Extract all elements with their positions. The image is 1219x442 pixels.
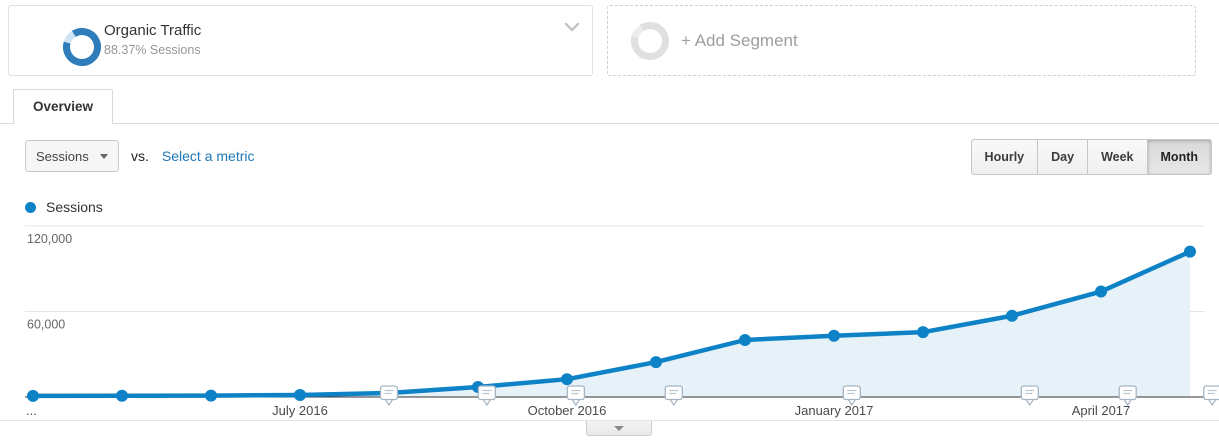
annotation-marker[interactable]	[1118, 385, 1137, 407]
x-axis-label: October 2016	[528, 403, 607, 418]
segment-subtitle: 88.37% Sessions	[104, 43, 201, 57]
annotation-marker-bubble	[1020, 385, 1039, 401]
annotation-marker[interactable]	[1020, 385, 1039, 407]
metric-toolbar: Sessions vs. Select a metric	[25, 140, 254, 172]
data-point[interactable]	[294, 389, 306, 402]
y-axis-label: 120,000	[27, 232, 72, 246]
segment-donut-icon	[63, 27, 101, 66]
sessions-line-chart: 120,000 60,000... July 2016 October 2016 Jan…	[0, 215, 1219, 437]
annotation-marker[interactable]	[477, 385, 497, 407]
annotation-marker[interactable]	[1203, 385, 1219, 407]
data-point[interactable]	[828, 329, 840, 342]
annotation-marker[interactable]	[566, 385, 586, 407]
annotation-marker-bubble	[664, 385, 683, 401]
chart-legend: Sessions	[25, 199, 103, 215]
add-segment-donut-icon	[631, 21, 669, 60]
granularity-button-month[interactable]: Month	[1147, 139, 1212, 175]
x-axis-label: ...	[26, 403, 37, 418]
data-point[interactable]	[1095, 285, 1107, 298]
data-point[interactable]	[1184, 245, 1196, 258]
tab-overview[interactable]: Overview	[13, 89, 114, 124]
chevron-down-icon[interactable]	[564, 22, 580, 32]
segment-title: Organic Traffic	[104, 22, 202, 39]
x-axis-label: April 2017	[1072, 403, 1131, 418]
sessions-line	[30, 249, 1193, 399]
add-segment-button[interactable]: + Add Segment	[607, 5, 1196, 76]
annotation-marker-bubble	[566, 385, 586, 401]
data-point[interactable]	[1006, 309, 1018, 322]
select-metric-link[interactable]: Select a metric	[161, 148, 255, 164]
vs-label: vs.	[131, 148, 149, 164]
annotation-marker-bubble	[842, 385, 861, 401]
x-axis-label: July 2016	[272, 403, 328, 418]
x-axis-label: January 2017	[795, 403, 874, 418]
annotation-marker-bubble	[379, 385, 399, 401]
granularity-button-week[interactable]: Week	[1088, 139, 1148, 175]
data-point[interactable]	[650, 356, 662, 369]
segment-card-organic-traffic[interactable]: Organic Traffic 88.37% Sessions	[8, 5, 593, 76]
data-point[interactable]	[917, 326, 929, 339]
legend-label: Sessions	[46, 199, 103, 215]
area-fill	[33, 251, 1190, 397]
granularity-button-group: Hourly Day Week Month	[970, 139, 1212, 175]
data-point[interactable]	[739, 334, 751, 346]
add-segment-label: + Add Segment	[681, 31, 798, 50]
annotation-marker-bubble	[477, 385, 497, 401]
y-axis-label: 60,000	[27, 318, 65, 332]
granularity-button-hourly[interactable]: Hourly	[970, 139, 1039, 175]
granularity-button-day[interactable]: Day	[1038, 139, 1089, 175]
metric-dropdown[interactable]: Sessions	[25, 140, 119, 172]
annotation-marker[interactable]	[842, 385, 861, 407]
data-point[interactable]	[205, 389, 217, 402]
annotation-marker-bubble	[1118, 385, 1137, 401]
dropdown-caret-icon	[100, 153, 108, 159]
legend-dot-icon	[25, 201, 36, 213]
data-point[interactable]	[116, 389, 128, 402]
data-point[interactable]	[561, 373, 573, 386]
annotation-marker[interactable]	[379, 385, 399, 407]
metric-dropdown-value: Sessions	[36, 148, 89, 164]
annotations-toggle-button[interactable]	[586, 421, 652, 436]
data-point[interactable]	[27, 389, 39, 402]
annotation-marker[interactable]	[664, 385, 683, 407]
annotation-marker-bubble	[1203, 385, 1219, 401]
chart-bottom-divider	[0, 420, 1219, 421]
annotations-caret-icon	[614, 425, 624, 431]
tab-bar: Overview	[0, 89, 1219, 124]
